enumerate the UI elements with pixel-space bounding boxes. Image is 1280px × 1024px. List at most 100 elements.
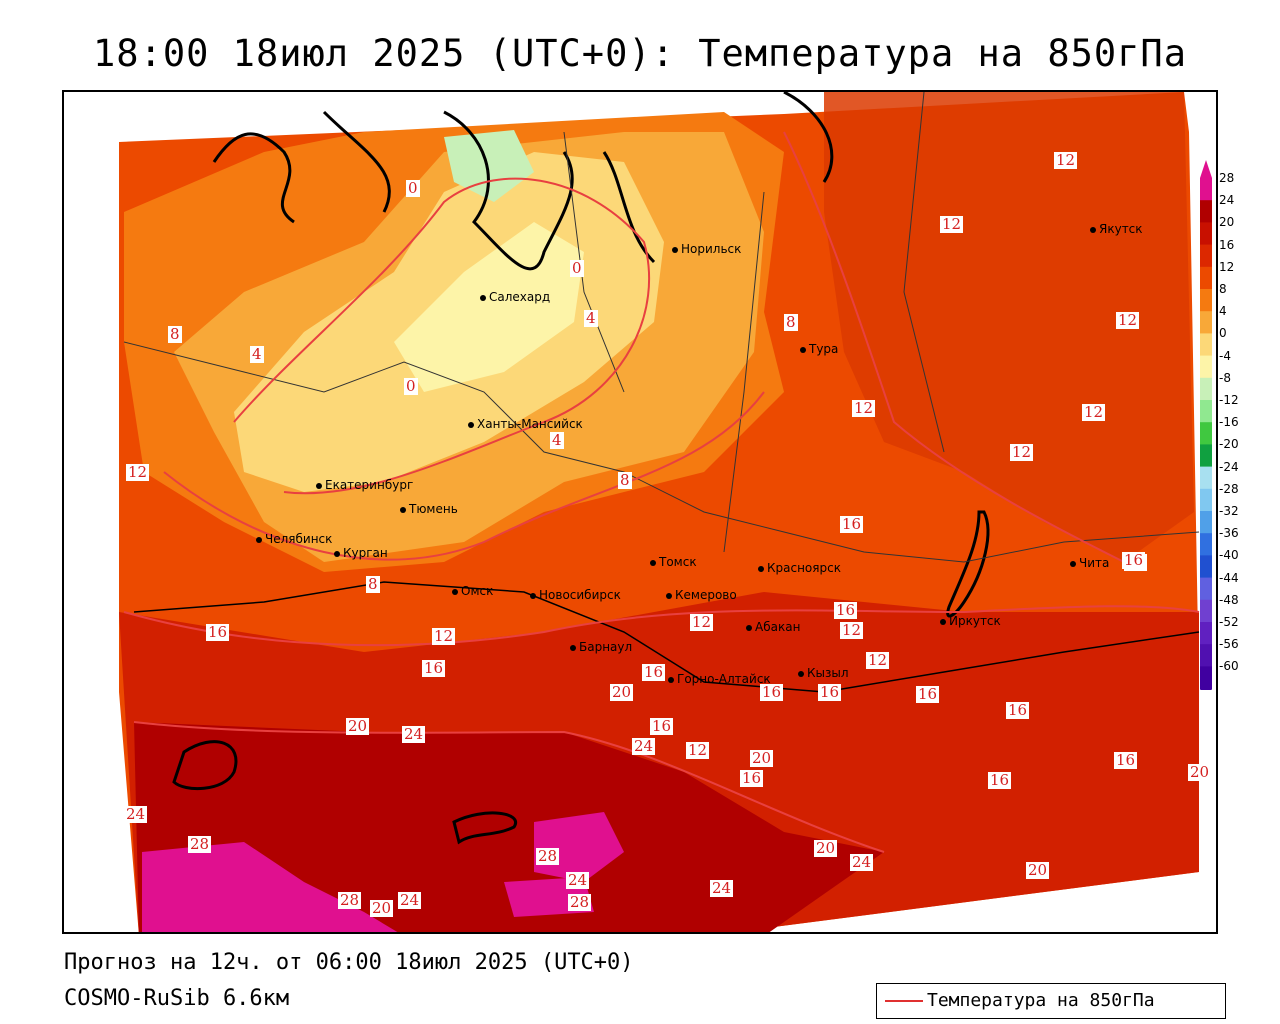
contour-label: 0	[406, 179, 420, 197]
legend-label: Температура на 850гПа	[927, 990, 1155, 1011]
contour-label: 16	[206, 623, 230, 641]
forecast-info: Прогноз на 12ч. от 06:00 18июл 2025 (UTC…	[64, 950, 634, 975]
contour-label: 16	[760, 683, 784, 701]
map-title: 18:00 18июл 2025 (UTC+0): Температура на…	[93, 32, 1187, 75]
scale-swatch	[1200, 488, 1212, 512]
city-name: Челябинск	[265, 532, 333, 546]
scale-tick-label: 8	[1219, 282, 1227, 296]
city-ekaterinburg: Екатеринбург	[316, 478, 413, 492]
contour-label: 16	[642, 663, 666, 681]
contour-8	[163, 391, 765, 561]
city-dot	[334, 550, 340, 557]
city-chita: Чита	[1070, 556, 1109, 570]
city-name: Омск	[461, 584, 494, 598]
city-dot	[1070, 560, 1076, 567]
contour-label: 16	[1114, 751, 1138, 769]
scale-tick-label: -12	[1219, 393, 1239, 407]
scale-tick-label: -56	[1219, 637, 1239, 652]
scale-swatch	[1200, 577, 1212, 601]
scale-tick-label: -32	[1219, 504, 1239, 518]
city-dot	[666, 592, 672, 599]
contour-label: 16	[1006, 701, 1030, 719]
city-dot	[940, 618, 946, 625]
contour-label: 12	[1010, 443, 1034, 461]
contour-label: 16	[1122, 551, 1146, 569]
contour-label: 16	[422, 659, 446, 677]
scale-tick-label: 12	[1219, 259, 1235, 274]
subzero-area	[444, 130, 534, 202]
city-name: Красноярск	[767, 561, 841, 575]
scale-swatch	[1200, 289, 1212, 312]
contour-label: 20	[346, 717, 370, 735]
contour-label: 12	[1054, 151, 1078, 169]
coldest-area	[394, 222, 584, 392]
city-dot	[256, 536, 262, 543]
city-dot	[758, 565, 764, 572]
scale-tick-label: -40	[1219, 548, 1239, 563]
contour-label: 4	[584, 309, 598, 327]
contour-label: 24	[402, 725, 426, 743]
contour-label: 16	[916, 685, 940, 703]
city-name: Горно-Алтайск	[677, 672, 771, 686]
city-name: Норильск	[681, 242, 742, 256]
scale-swatch	[1200, 333, 1212, 357]
city-dot	[480, 294, 486, 301]
contour-label: 12	[852, 399, 876, 417]
contour-16	[123, 605, 1200, 647]
scale-swatch	[1200, 599, 1212, 623]
city-tura: Тура	[800, 342, 838, 356]
hot-spot-sw	[142, 842, 398, 932]
contour-4	[233, 177, 651, 495]
contour-label: 12	[840, 621, 864, 639]
contour-label: 28	[536, 847, 560, 865]
contour-label: 20	[370, 899, 394, 917]
hot-band-south	[134, 722, 884, 932]
scale-tick-label: -4	[1219, 348, 1231, 363]
contour-label: 24	[632, 737, 656, 755]
contour-label: 16	[988, 771, 1012, 789]
city-name: Кызыл	[807, 666, 849, 680]
city-dot	[746, 624, 752, 631]
admin-border-2	[563, 92, 945, 553]
scale-tick-label: -28	[1219, 481, 1239, 496]
city-name: Курган	[343, 546, 388, 560]
city-dot	[468, 421, 474, 428]
contour-label: 12	[126, 463, 150, 481]
scale-tick-label: -24	[1219, 459, 1239, 474]
city-omsk: Омск	[452, 584, 493, 598]
contour-label: 12	[686, 741, 710, 759]
contour-label: 12	[1082, 403, 1106, 421]
contour-label: 4	[250, 345, 264, 363]
lake-west	[172, 740, 238, 791]
city-name: Новосибирск	[539, 588, 621, 602]
city-dot	[800, 346, 806, 353]
city-norilsk: Норильск	[672, 242, 741, 256]
contour-label: 28	[568, 893, 592, 911]
scale-swatch	[1200, 533, 1212, 556]
city-dot	[400, 506, 406, 513]
contour-label: 24	[566, 871, 590, 889]
contour-label: 8	[784, 313, 798, 331]
scale-tick-label: 16	[1219, 237, 1235, 252]
contour-label: 16	[650, 717, 674, 735]
city-dot	[452, 588, 458, 595]
contour-label: 28	[188, 835, 212, 853]
map-field	[119, 92, 1200, 932]
city-name: Иркутск	[949, 614, 1001, 628]
scale-top-arrow	[1200, 160, 1212, 178]
city-dot	[798, 670, 804, 677]
scale-swatch	[1200, 666, 1212, 690]
contour-label: 12	[866, 651, 890, 669]
scale-tick-label: -16	[1219, 415, 1239, 430]
city-salekhard: Салехард	[480, 290, 550, 304]
city-khanty-mansiysk: Ханты-Мансийск	[468, 417, 583, 431]
contour-label: 16	[818, 683, 842, 701]
city-barnaul: Барнаул	[570, 640, 632, 654]
scale-tick-label: -52	[1219, 615, 1239, 629]
city-kurgan: Курган	[334, 546, 388, 560]
scale-tick-label: 20	[1219, 215, 1235, 230]
contour-label: 12	[940, 215, 964, 233]
city-yakutsk: Якутск	[1090, 222, 1143, 236]
city-kemerovo: Кемерово	[666, 588, 737, 602]
city-tomsk: Томск	[650, 555, 697, 569]
